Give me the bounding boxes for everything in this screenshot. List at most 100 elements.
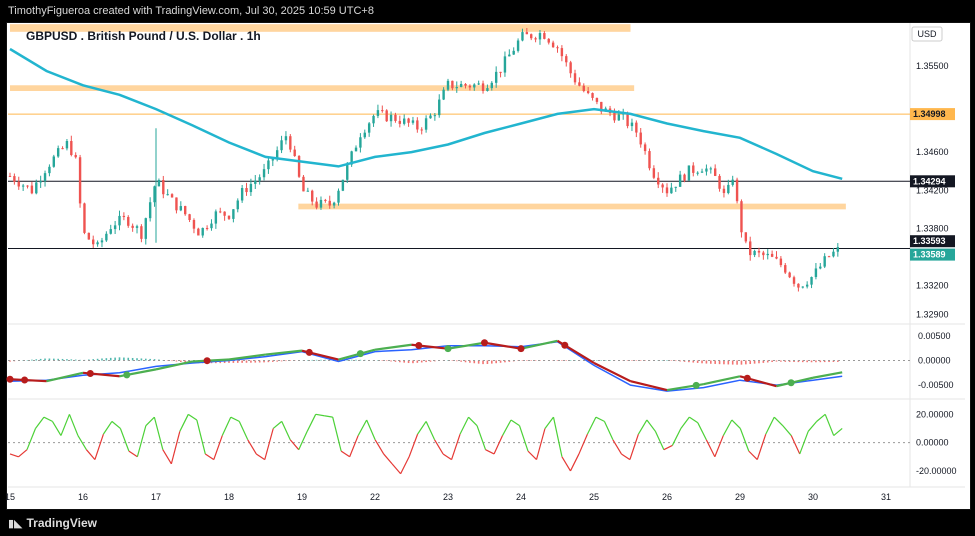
oscillator-segment: [51, 421, 62, 436]
oscillator-segment: [569, 453, 580, 472]
candle-body: [578, 82, 581, 86]
candle-body: [486, 88, 489, 91]
oscillator-segment: [612, 439, 622, 455]
macd-histogram-bar: [9, 360, 11, 362]
macd-histogram-bar: [35, 359, 38, 361]
macd-cross-dot: [561, 341, 569, 349]
oscillator-segment: [790, 435, 801, 455]
macd-histogram-bar: [828, 360, 830, 363]
candle-body: [823, 256, 826, 267]
chart-title: GBPUSD . British Pound / U.S. Dollar . 1…: [26, 29, 261, 43]
macd-histogram-bar: [661, 360, 664, 361]
macd-histogram-bar: [223, 360, 226, 364]
macd-histogram-bar: [740, 360, 743, 365]
macd-histogram-bar: [639, 360, 642, 361]
macd-histogram-bar: [696, 360, 699, 363]
candle-body: [657, 177, 660, 185]
macd-histogram-bar: [499, 360, 502, 363]
candle-body: [328, 200, 331, 206]
macd-histogram-bar: [469, 360, 471, 363]
time-axis-tick: 30: [808, 492, 818, 502]
candle-body: [744, 232, 748, 242]
oscillator-segment: [586, 416, 597, 435]
oscillator-axis-tick: 20.00000: [916, 409, 954, 419]
oscillator-segment: [213, 435, 223, 460]
oscillator-segment: [680, 416, 690, 429]
oscillator-segment: [646, 419, 656, 432]
oscillator-segment: [782, 425, 792, 436]
macd-histogram-bar: [683, 360, 686, 362]
oscillator-segment: [26, 428, 37, 450]
candle-body: [100, 240, 104, 243]
candle-body: [205, 227, 209, 229]
candle-body: [547, 38, 550, 43]
oscillator-segment: [332, 417, 342, 452]
candle-body: [788, 272, 791, 278]
macd-histogram-bar: [70, 359, 73, 361]
candle-body: [446, 80, 450, 90]
candle-body: [315, 201, 318, 208]
macd-histogram-bar: [731, 360, 734, 365]
candle-body: [416, 120, 419, 130]
candle-body: [389, 114, 393, 122]
macd-histogram-bar: [793, 360, 795, 363]
candle-body: [705, 168, 708, 172]
oscillator-segment: [18, 449, 28, 458]
oscillator-segment: [383, 453, 393, 465]
oscillator-segment: [434, 439, 444, 455]
macd-signal-segment: [593, 361, 631, 383]
macd-histogram-bar: [753, 360, 756, 364]
candle-body: [210, 223, 213, 229]
oscillator-segment: [535, 428, 546, 460]
macd-histogram-bar: [123, 357, 125, 361]
macd-cross-dot: [444, 345, 452, 353]
oscillator-segment: [493, 435, 504, 455]
macd-histogram-bar: [556, 360, 559, 361]
candle-body: [630, 122, 634, 127]
macd-cross-dot: [787, 379, 795, 387]
oscillator-segment: [485, 449, 495, 455]
candle-body: [683, 174, 686, 181]
macd-histogram-bar: [245, 360, 248, 363]
price-axis-tick: 1.34600: [916, 147, 949, 157]
candle-body: [626, 113, 629, 127]
candle-body: [236, 200, 239, 210]
candle-body: [381, 110, 384, 112]
oscillator-segment: [77, 435, 87, 451]
candle-body: [289, 136, 292, 150]
candle-body: [113, 225, 117, 230]
oscillator-segment: [807, 421, 818, 432]
macd-histogram-bar: [377, 360, 379, 361]
macd-histogram-bar: [48, 358, 51, 361]
candle-body: [775, 256, 778, 259]
price-tag-last-price-text: 1.33589: [913, 250, 946, 260]
currency-label: USD: [917, 29, 937, 39]
macd-histogram-bar: [635, 360, 638, 361]
tradingview-logo[interactable]: ▮◣ TradingView: [8, 516, 97, 530]
macd-histogram-bar: [127, 357, 130, 361]
macd-histogram-bar: [149, 358, 151, 361]
candle-body: [600, 101, 603, 112]
candle-body: [262, 169, 266, 178]
price-axis-tick: 1.35500: [916, 61, 949, 71]
candle-body: [709, 168, 712, 170]
macd-histogram-bar: [44, 358, 46, 361]
macd-histogram-bar: [521, 360, 524, 361]
macd-histogram-bar: [399, 360, 401, 363]
macd-histogram-bar: [57, 358, 59, 361]
tradingview-logo-text: TradingView: [26, 516, 97, 530]
price-tag-zone-level-text: 1.34998: [913, 109, 946, 119]
macd-histogram-bar: [412, 360, 414, 364]
macd-signal-segment: [703, 375, 741, 386]
macd-histogram-bar: [131, 357, 134, 361]
candle-body: [394, 114, 397, 121]
macd-signal-segment: [520, 339, 558, 350]
macd-signal-segment: [338, 348, 376, 361]
oscillator-segment: [425, 421, 436, 441]
candle-body: [74, 154, 77, 158]
candle-body: [407, 118, 410, 123]
macd-histogram-bar: [236, 360, 239, 363]
price-axis-tick: 1.32900: [916, 309, 949, 319]
oscillator-segment: [714, 435, 724, 457]
